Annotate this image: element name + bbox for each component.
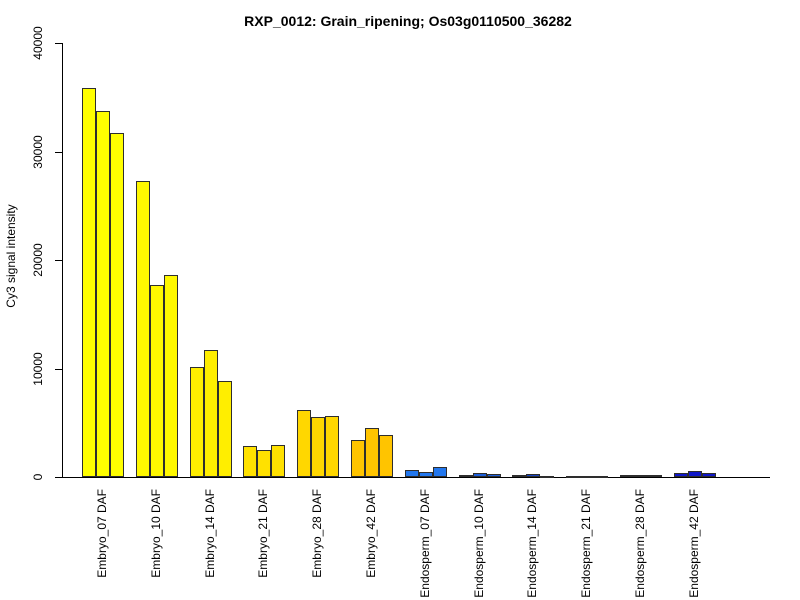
bar [405,470,419,477]
bar [218,381,232,477]
x-group-label: Embryo_42 DAF [364,489,378,578]
x-group-label: Endosperm_42 DAF [687,489,701,598]
bar [82,88,96,477]
y-tick [55,152,62,153]
bar [150,285,164,477]
y-tick [55,260,62,261]
y-tick [55,43,62,44]
bar [365,428,379,477]
bar [419,472,433,477]
x-group-label: Embryo_10 DAF [149,489,163,578]
bar [526,474,540,477]
bar [487,474,501,477]
y-axis-line [62,43,63,478]
x-group-label: Embryo_07 DAF [95,489,109,578]
bar [190,367,204,477]
bar [325,416,339,477]
x-group-label: Endosperm_28 DAF [633,489,647,598]
bar [702,473,716,477]
bar [540,476,554,478]
bar [459,475,473,477]
x-axis-line [62,477,770,478]
bar [674,473,688,477]
bar [110,133,124,477]
bar [473,473,487,477]
bar [566,476,580,478]
bar [379,435,393,477]
y-tick [55,369,62,370]
bar [243,446,257,477]
y-tick-label: 20000 [31,243,45,277]
bar [512,475,526,477]
bar [433,467,447,477]
bar [620,475,634,477]
bar [204,350,218,477]
bar [257,450,271,477]
bar [688,471,702,477]
x-group-label: Endosperm_14 DAF [525,489,539,598]
bar [96,111,110,477]
bar [271,445,285,477]
bar [634,475,648,477]
y-tick [55,477,62,478]
bar [594,476,608,478]
chart-title: RXP_0012: Grain_ripening; Os03g0110500_3… [244,13,572,29]
bar [648,475,662,477]
x-group-label: Endosperm_10 DAF [472,489,486,598]
y-tick-label: 10000 [31,352,45,386]
y-tick-label: 0 [31,473,45,481]
bar [580,476,594,478]
y-tick-label: 40000 [31,26,45,60]
bar [297,410,311,477]
bar [311,417,325,477]
bar [164,275,178,477]
x-group-label: Embryo_21 DAF [256,489,270,578]
y-tick-label: 30000 [31,135,45,169]
bar [351,440,365,477]
x-group-label: Embryo_28 DAF [310,489,324,578]
x-group-label: Endosperm_07 DAF [418,489,432,598]
bar [136,181,150,477]
x-group-label: Embryo_14 DAF [203,489,217,578]
y-axis-title: Cy3 signal intensity [4,204,18,308]
x-group-label: Endosperm_21 DAF [579,489,593,598]
